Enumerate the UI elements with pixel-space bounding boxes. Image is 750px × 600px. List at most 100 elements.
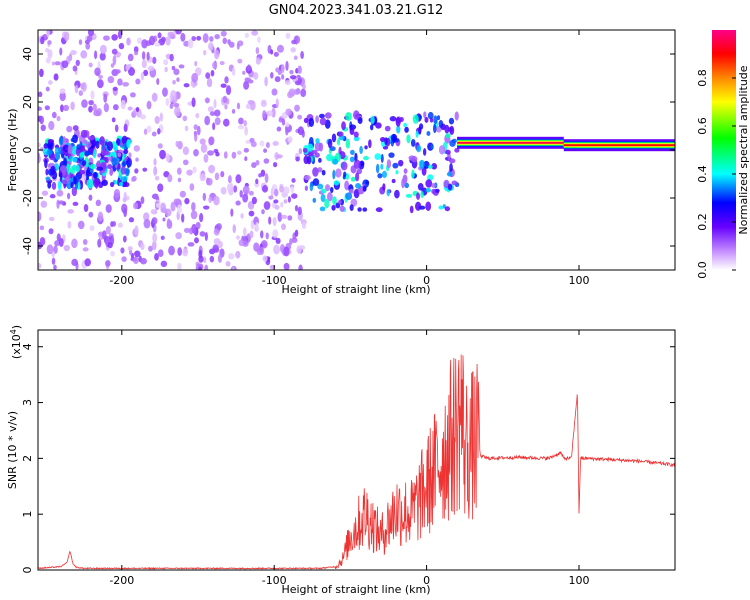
heatmap-cell [146, 100, 152, 110]
heatmap-cell [128, 67, 136, 76]
y-tick-label: 20 [21, 95, 34, 109]
heatmap-cell [238, 117, 244, 125]
heatmap-cell [206, 178, 213, 186]
heatmap-cell [67, 220, 72, 229]
colorbar: 0.0 0.2 0.4 0.6 0.8 Normalized spectral ampl… [696, 30, 750, 279]
heatmap-cell [75, 59, 80, 67]
heatmap-cell [277, 212, 283, 222]
heatmap-cell [210, 69, 215, 77]
heatmap-cell [64, 31, 70, 42]
heatmap-cell [260, 101, 267, 108]
heatmap-cell [96, 166, 104, 171]
heatmap-cell [67, 192, 71, 200]
heatmap-cell [187, 242, 195, 247]
heatmap-cell [364, 145, 368, 150]
heatmap-cell [160, 202, 166, 213]
heatmap-cell [94, 50, 98, 60]
heatmap-cell [96, 79, 104, 89]
heatmap-cell [320, 188, 327, 194]
heatmap-cell [118, 42, 125, 50]
heatmap-cell [152, 232, 158, 243]
heatmap-cell [350, 176, 356, 182]
heatmap-cell [87, 135, 95, 141]
heatmap-cell [43, 143, 49, 149]
heatmap-cell [38, 142, 42, 148]
heatmap-cell [121, 135, 128, 145]
heatmap-cell [396, 125, 401, 134]
heatmap-cell [311, 149, 318, 155]
heatmap-cell [73, 176, 77, 185]
heatmap-cell [209, 255, 215, 263]
heatmap-cell [355, 172, 360, 182]
heatmap-cell [429, 117, 434, 123]
heatmap-cell [208, 196, 213, 203]
heatmap-cell [170, 90, 177, 100]
heatmap-cell [59, 88, 66, 94]
heatmap-cell [365, 180, 370, 185]
heatmap-cell [454, 111, 459, 121]
heatmap-cell [320, 193, 326, 203]
heatmap-cell [297, 206, 302, 216]
heatmap-cell [332, 169, 336, 180]
heatmap-cell [395, 116, 401, 127]
heatmap-cell [193, 149, 199, 157]
heatmap-cell [353, 136, 360, 142]
snr-series-line [38, 354, 675, 570]
heatmap-cell [276, 154, 283, 159]
heatmap-cell [451, 180, 458, 186]
heatmap-cell [165, 36, 171, 46]
x-tick-label: -200 [109, 574, 134, 587]
heatmap-cell [203, 153, 209, 163]
heatmap-cell [239, 190, 243, 198]
heatmap-cell [449, 139, 456, 147]
heatmap-cell [163, 59, 169, 66]
heatmap-cell [395, 170, 399, 175]
heatmap-cell [165, 152, 170, 162]
heatmap-cell [79, 152, 85, 158]
heatmap-cell [82, 160, 86, 167]
heatmap-cell [88, 62, 93, 68]
heatmap-cell [330, 186, 334, 193]
heatmap-cell [246, 64, 251, 71]
heatmap-cell [357, 207, 362, 212]
heatmap-cell [214, 172, 220, 181]
heatmap-cell [312, 197, 317, 203]
heatmap-cell [198, 255, 204, 263]
heatmap-cell [47, 80, 53, 85]
heatmap-cell [261, 209, 265, 215]
heatmap-cell [423, 111, 427, 119]
heatmap-cell [62, 136, 67, 147]
heatmap-cell [250, 141, 257, 148]
heatmap-cell [72, 65, 78, 72]
heatmap-cell [258, 173, 262, 178]
heatmap-cell [285, 108, 292, 116]
heatmap-cell [271, 107, 276, 118]
heatmap-cell [223, 151, 228, 159]
heatmap-cell [386, 189, 390, 197]
heatmap-cell [362, 207, 368, 212]
heatmap-cell [268, 216, 272, 225]
snr-y-axis-label: SNR (10 * v/v) [6, 411, 19, 489]
heatmap-cell [81, 99, 88, 108]
heatmap-cell [249, 230, 254, 239]
heatmap-cell [267, 110, 274, 117]
heatmap-cell [128, 217, 135, 223]
heatmap-cell [66, 125, 73, 133]
heatmap-cell [302, 147, 308, 153]
heatmap-cell [427, 111, 434, 120]
heatmap-cell [133, 46, 139, 53]
heatmap-cell [294, 80, 302, 86]
heatmap-cell [363, 155, 369, 161]
heatmap-cell [72, 201, 79, 207]
heatmap-cell [134, 51, 139, 56]
heatmap-cell [207, 150, 215, 156]
heatmap-cell [120, 247, 125, 254]
y-tick-label: 4 [21, 343, 34, 350]
heatmap-cell [204, 115, 211, 126]
heatmap-cell [338, 199, 342, 205]
heatmap-cell [196, 125, 201, 136]
heatmap-cell [105, 226, 111, 235]
heatmap-cell [151, 92, 158, 102]
heatmap-cell [431, 163, 438, 170]
